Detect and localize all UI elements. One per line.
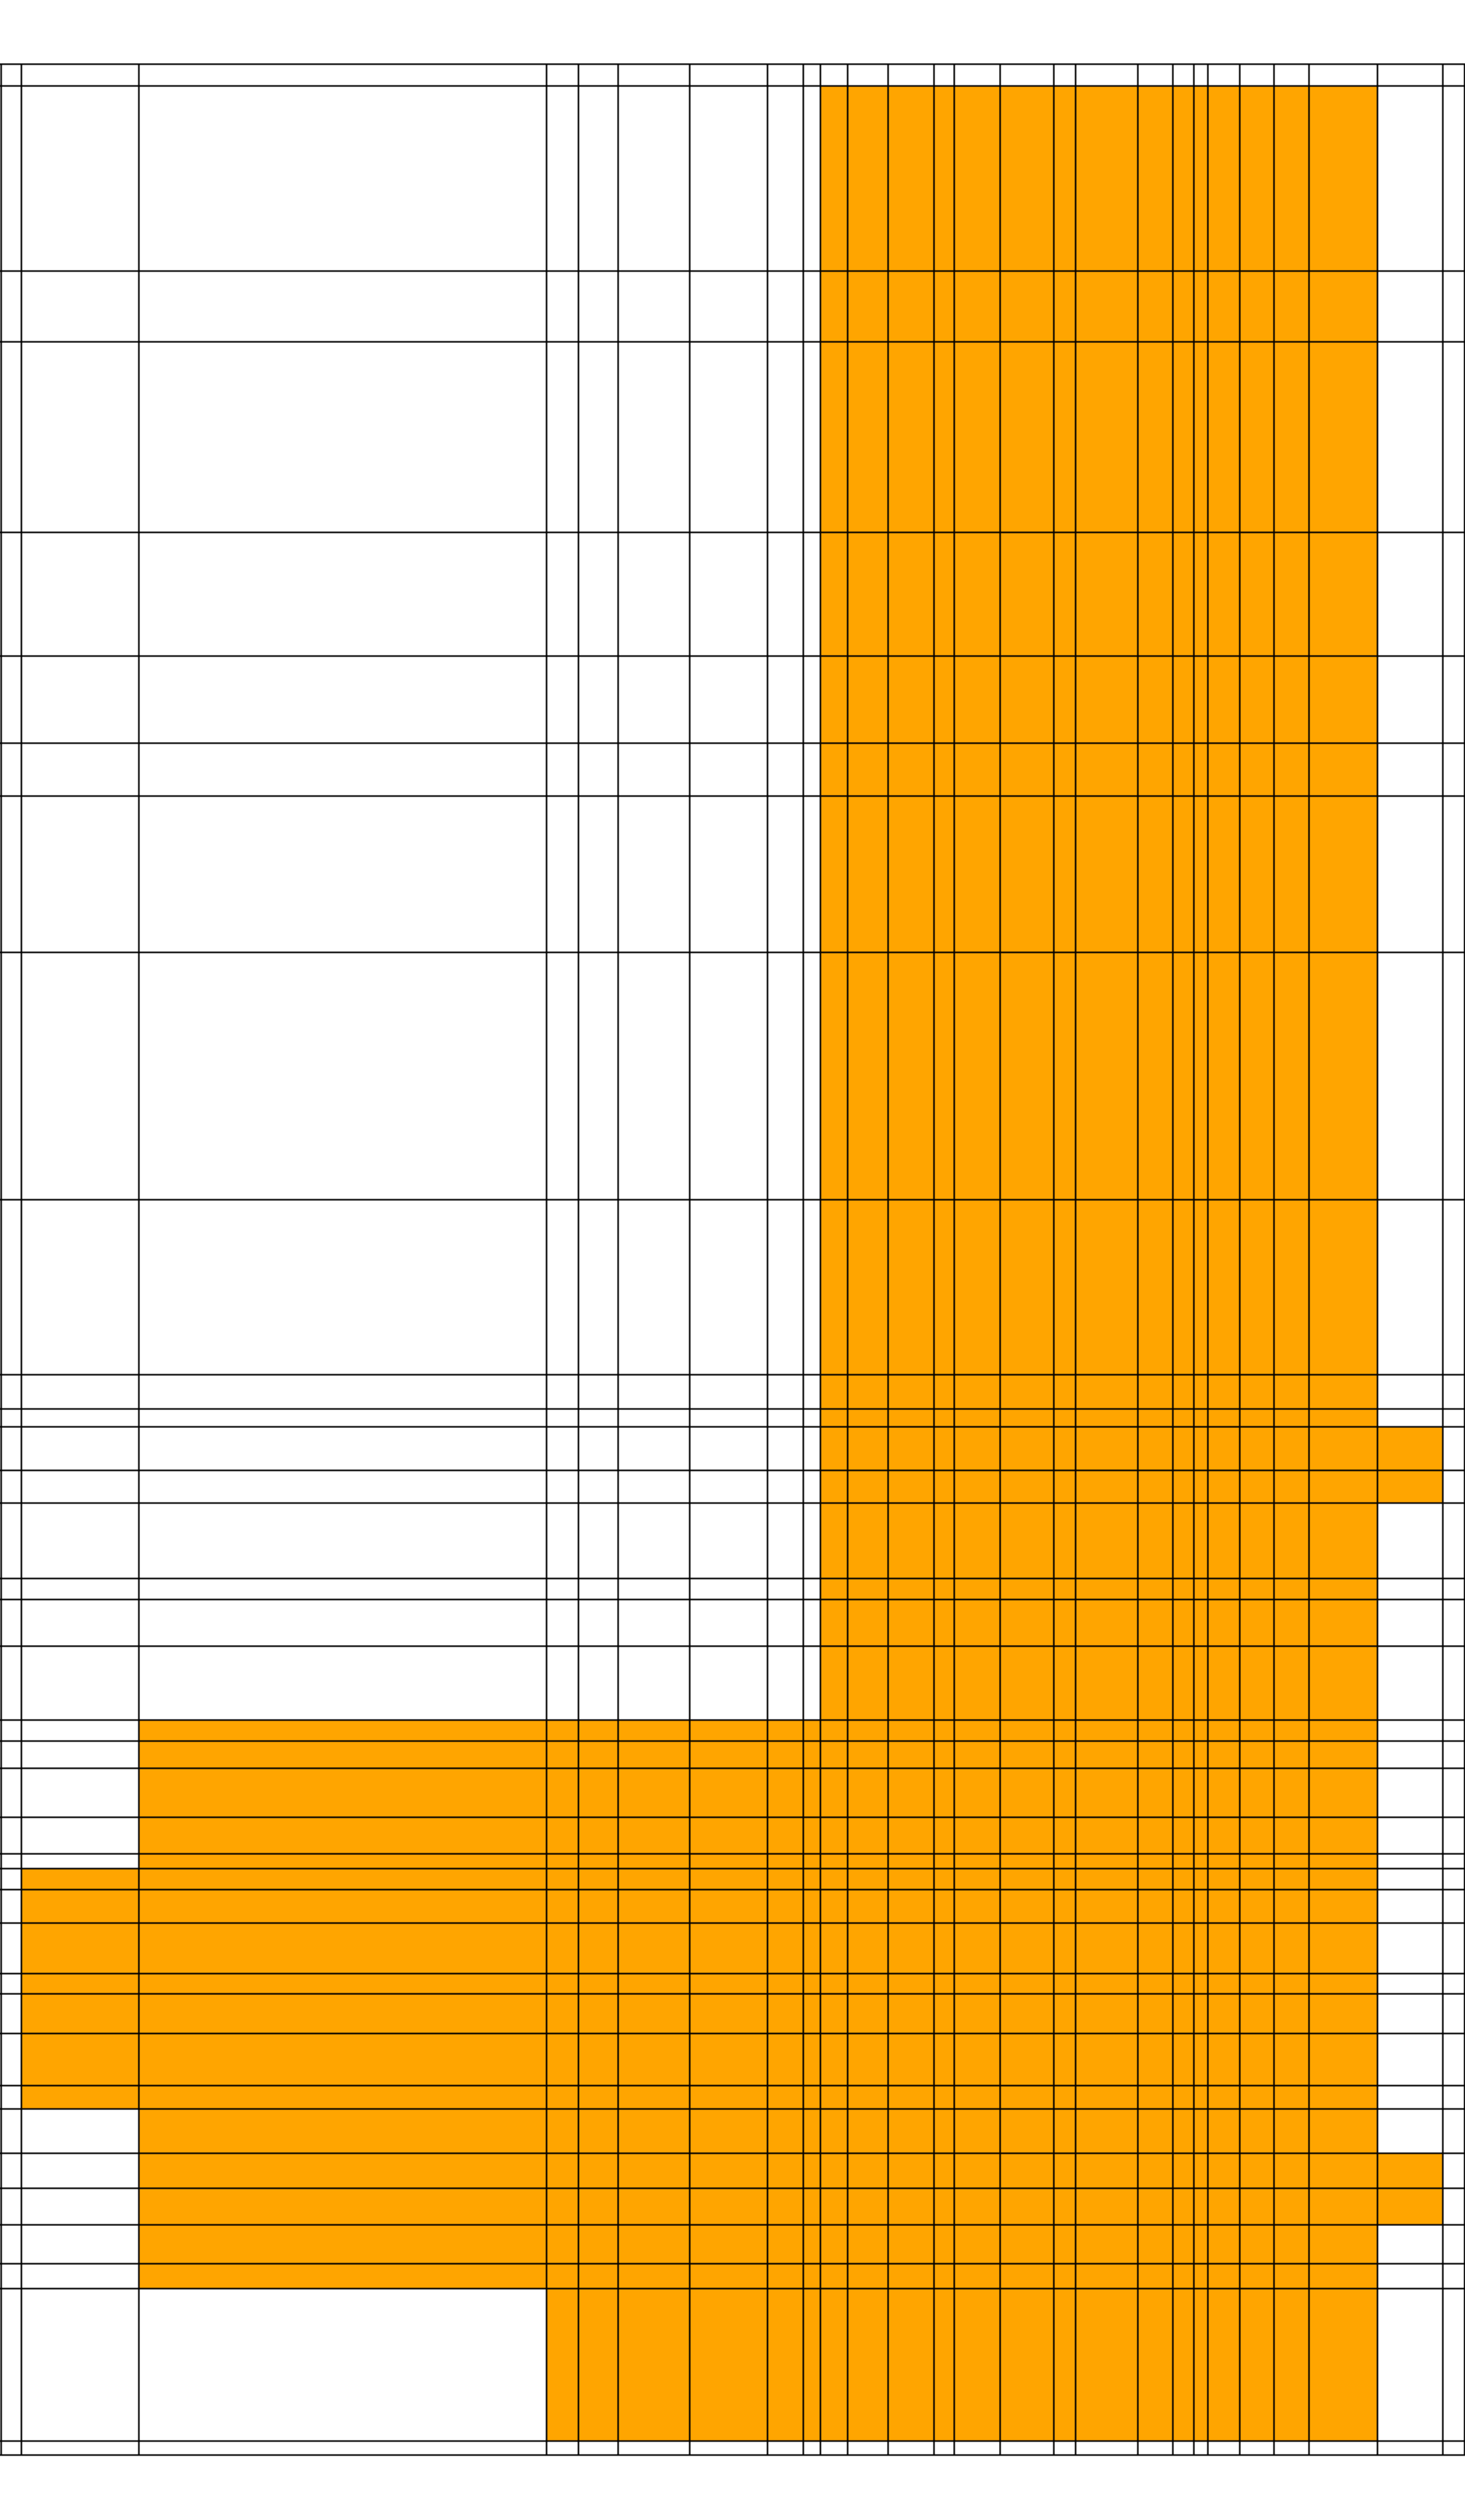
highlight-region-1: [820, 86, 1377, 2441]
highlight-region-2: [1377, 1426, 1442, 1503]
grid-lines: [0, 63, 1465, 2456]
highlight-region-6: [21, 1868, 138, 2109]
highlight-region-5: [546, 2288, 820, 2441]
highlight-region-4: [138, 1720, 820, 2289]
highlight-regions: [21, 86, 1442, 2441]
